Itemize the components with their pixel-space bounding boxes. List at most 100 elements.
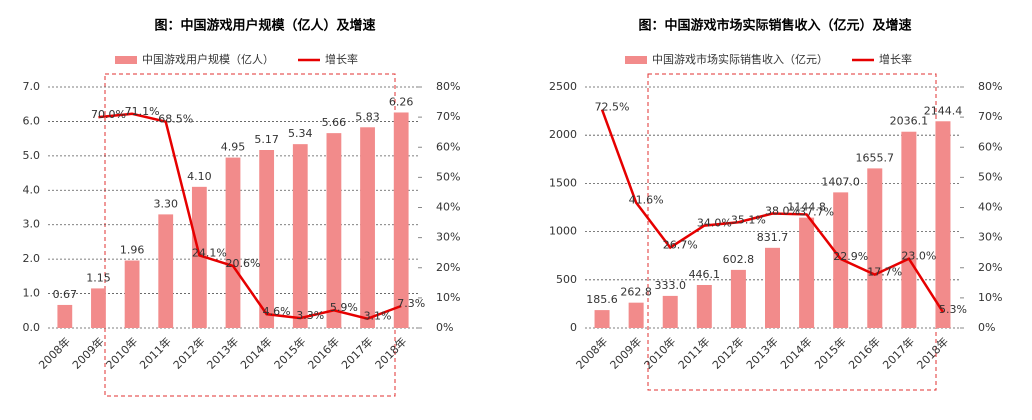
bar-value-label: 1655.7	[856, 151, 895, 164]
bar	[124, 260, 140, 328]
legend-swatch	[115, 56, 137, 64]
bar	[91, 288, 106, 328]
bar	[765, 247, 780, 328]
bar	[730, 269, 746, 328]
y2-tick-label: 80%	[436, 80, 460, 93]
line-value-label: 22.9%	[833, 250, 868, 263]
bar-value-label: 3.30	[153, 197, 178, 210]
y2-tick-label: 20%	[978, 261, 1002, 274]
y2-tick-label: 70%	[978, 110, 1002, 123]
x-tick-label: 2012年	[709, 334, 746, 371]
x-tick-label: 2012年	[170, 334, 207, 371]
legend-swatch	[625, 56, 647, 64]
bar	[57, 304, 73, 328]
x-tick-label: 2016年	[305, 334, 342, 371]
y2-tick-label: 40%	[978, 201, 1002, 214]
bar-value-label: 1144.8	[787, 201, 826, 214]
bar-value-label: 1407.0	[821, 175, 860, 188]
x-tick-label: 2016年	[846, 334, 883, 371]
y2-tick-label: 50%	[978, 170, 1002, 183]
x-tick-label: 2015年	[811, 334, 848, 371]
legend-label: 增长率	[879, 52, 912, 66]
y2-tick-label: 0%	[436, 321, 453, 334]
y2-tick-label: 20%	[436, 261, 460, 274]
bar	[867, 168, 883, 328]
x-tick-label: 2010年	[641, 334, 678, 371]
line-value-label: 71.1%	[125, 105, 160, 118]
y2-tick-label: 60%	[978, 140, 1002, 153]
highlight-box	[104, 73, 396, 397]
bar-value-label: 5.34	[288, 127, 313, 140]
y-tick-label: 1.0	[23, 287, 41, 300]
bar	[901, 131, 917, 328]
bar	[292, 144, 308, 328]
line-value-label: 35.1%	[731, 213, 766, 226]
bar-value-label: 6.26	[389, 95, 414, 108]
bar	[259, 150, 275, 328]
chart-title: 图：中国游戏市场实际销售收入（亿元）及增速	[638, 18, 911, 34]
y2-tick-label: 70%	[436, 110, 460, 123]
x-tick-label: 2013年	[743, 334, 780, 371]
x-tick-label: 2013年	[204, 334, 241, 371]
y-tick-label: 1500	[549, 176, 577, 189]
line-value-label: 70.0%	[91, 108, 126, 121]
line-value-label: 20.6%	[226, 257, 261, 270]
y-tick-label: 3.0	[23, 218, 41, 231]
line	[98, 112, 402, 320]
bar-value-label: 4.10	[187, 170, 212, 183]
x-tick-label: 2017年	[880, 334, 917, 371]
line-value-label: 3.1%	[364, 310, 392, 323]
legend-label: 增长率	[325, 52, 358, 66]
line-value-label: 7.3%	[397, 297, 425, 310]
bar-value-label: 5.83	[355, 110, 380, 123]
bar	[225, 157, 241, 328]
line-value-label: 4.6%	[263, 305, 291, 318]
y2-tick-label: 50%	[436, 170, 460, 183]
bar-value-label: 2036.1	[890, 115, 929, 128]
bar-value-label: 446.1	[689, 268, 721, 281]
bar-value-label: 1.96	[120, 244, 145, 257]
line-value-label: 41.6%	[629, 194, 664, 207]
y2-tick-label: 40%	[436, 201, 460, 214]
legend-label: 中国游戏用户规模（亿人）	[142, 52, 274, 66]
bar	[935, 121, 951, 328]
x-tick-label: 2011年	[675, 334, 712, 371]
line	[600, 109, 945, 313]
bar-value-label: 602.8	[723, 253, 755, 266]
highlight-box	[647, 73, 937, 391]
x-tick-label: 2009年	[607, 334, 644, 371]
line-value-label: 68.5%	[158, 113, 193, 126]
line-value-label: 37.7%	[799, 205, 834, 218]
y2-tick-label: 0%	[978, 321, 995, 334]
x-tick-label: 2018年	[914, 334, 951, 371]
line-value-label: 72.5%	[595, 101, 630, 114]
line-value-label: 38.0%	[765, 205, 800, 218]
y2-tick-label: 60%	[436, 140, 460, 153]
x-tick-label: 2014年	[777, 334, 814, 371]
line-value-label: 5.9%	[330, 301, 358, 314]
y2-tick-label: 10%	[436, 291, 460, 304]
y-tick-label: 0.0	[23, 321, 41, 334]
chart-title: 图：中国游戏用户规模（亿人）及增速	[154, 18, 375, 34]
y-tick-label: 6.0	[23, 114, 41, 127]
bar-value-label: 1.15	[86, 271, 111, 284]
y-tick-label: 2000	[549, 128, 577, 141]
bar	[326, 133, 342, 328]
bar-value-label: 185.6	[586, 293, 618, 306]
bar	[158, 214, 174, 328]
y-tick-label: 2500	[549, 80, 577, 93]
y-tick-label: 500	[556, 273, 577, 286]
line-value-label: 3.3%	[296, 309, 324, 322]
y-tick-label: 4.0	[23, 183, 41, 196]
line-value-label: 24.1%	[192, 246, 227, 259]
x-tick-label: 2018年	[372, 334, 409, 371]
line-value-label: 23.0%	[901, 250, 936, 263]
y-tick-label: 0	[570, 321, 577, 334]
bar-value-label: 0.67	[53, 288, 78, 301]
bar-value-label: 5.17	[254, 133, 279, 146]
y-tick-label: 5.0	[23, 149, 41, 162]
line-value-label: 5.3%	[939, 303, 967, 316]
bar	[628, 302, 644, 328]
y-tick-label: 1000	[549, 225, 577, 238]
y2-tick-label: 30%	[436, 231, 460, 244]
